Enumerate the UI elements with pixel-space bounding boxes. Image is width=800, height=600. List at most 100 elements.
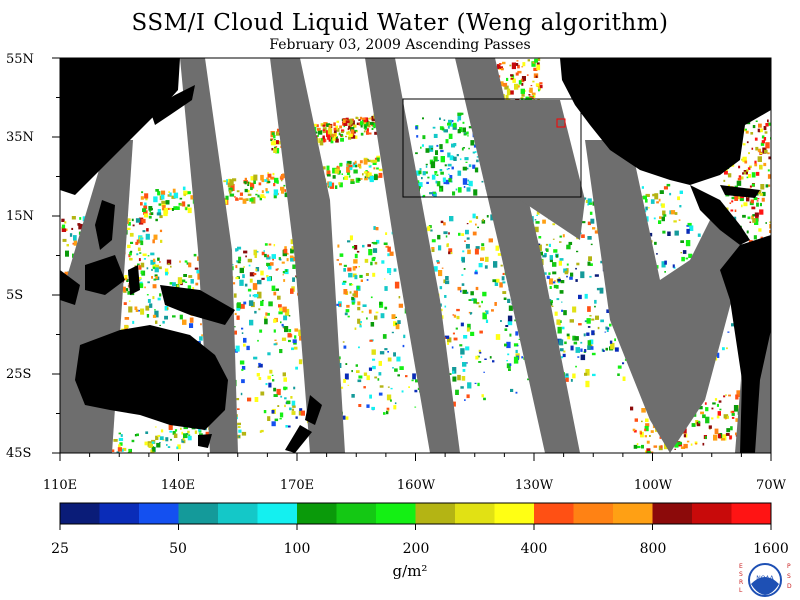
cloud-pixel xyxy=(465,161,468,163)
cloud-pixel xyxy=(443,222,446,226)
cloud-pixel xyxy=(584,320,587,323)
cloud-pixel xyxy=(283,248,288,254)
cloud-pixel xyxy=(565,373,569,376)
cloud-pixel xyxy=(516,63,519,66)
cloud-pixel xyxy=(363,121,367,124)
cloud-pixel xyxy=(578,323,582,326)
cloud-pixel xyxy=(534,219,537,221)
cloud-pixel xyxy=(273,147,277,153)
cloud-pixel xyxy=(760,128,763,133)
cloud-pixel xyxy=(341,129,344,132)
cloud-pixel xyxy=(292,339,297,343)
cloud-pixel xyxy=(666,183,671,187)
cloud-pixel xyxy=(361,119,364,121)
cloud-pixel xyxy=(437,234,441,240)
cloud-pixel xyxy=(481,394,484,398)
cloud-pixel xyxy=(370,261,373,266)
cloud-pixel xyxy=(290,288,294,294)
cloud-pixel xyxy=(149,213,151,215)
cloud-pixel xyxy=(448,173,450,175)
cloud-pixel xyxy=(254,397,259,402)
cloud-pixel xyxy=(281,189,284,194)
cloud-pixel xyxy=(722,434,727,441)
cloud-pixel xyxy=(750,199,754,204)
cloud-pixel xyxy=(320,123,324,127)
cloud-pixel xyxy=(273,387,277,392)
cloud-pixel xyxy=(347,315,350,318)
swath-gap-4 xyxy=(365,58,460,453)
cloud-pixel xyxy=(354,327,357,330)
cloud-pixel xyxy=(267,180,271,183)
cloud-pixel xyxy=(364,122,369,126)
cloud-pixel xyxy=(384,286,388,291)
cloud-pixel xyxy=(373,241,378,245)
cloud-pixel xyxy=(445,235,448,238)
cloud-pixel xyxy=(457,374,461,381)
cloud-pixel xyxy=(261,179,265,183)
cloud-pixel xyxy=(283,315,288,321)
cloud-pixel xyxy=(476,156,479,158)
cloud-pixel xyxy=(234,326,236,328)
cloud-pixel xyxy=(338,184,341,186)
lon-label-140e: 140E xyxy=(160,478,196,493)
cloud-pixel xyxy=(271,285,276,291)
cloud-pixel xyxy=(345,363,348,365)
cloud-pixel xyxy=(244,177,247,181)
cloud-pixel xyxy=(360,132,364,136)
land-south-america xyxy=(720,235,771,453)
cloud-pixel xyxy=(143,213,149,218)
cloud-pixel xyxy=(190,279,194,284)
cloud-pixel xyxy=(182,319,187,325)
cloud-pixel xyxy=(734,185,738,188)
cloud-pixel xyxy=(468,299,472,301)
cloud-pixel xyxy=(240,392,243,396)
lat-label-45s: 45S xyxy=(6,446,32,461)
cloud-pixel xyxy=(140,202,143,206)
cloud-pixel xyxy=(381,260,385,264)
cloud-pixel xyxy=(342,415,346,420)
cloud-pixel xyxy=(370,296,373,299)
cloud-pixel xyxy=(243,301,247,305)
cloud-pixel xyxy=(746,176,749,179)
cloud-pixel xyxy=(468,126,472,129)
colorbar-swatch xyxy=(455,503,495,524)
cloud-pixel xyxy=(704,402,707,405)
cloud-pixel xyxy=(775,168,778,170)
cloud-pixel xyxy=(271,421,276,427)
cloud-pixel xyxy=(260,174,264,181)
cloud-pixel xyxy=(741,204,743,208)
cloud-pixel xyxy=(266,256,271,260)
cloud-pixel xyxy=(587,198,592,205)
cloud-pixel xyxy=(765,184,769,188)
cloud-pixel xyxy=(462,289,467,294)
cloud-pixel xyxy=(258,363,263,368)
cloud-pixel xyxy=(415,152,418,155)
cloud-pixel xyxy=(64,228,68,231)
cloud-pixel xyxy=(139,281,143,284)
cloud-pixel xyxy=(466,223,469,225)
cloud-pixel xyxy=(508,305,513,311)
cloud-pixel xyxy=(735,418,739,422)
cloud-pixel xyxy=(260,300,264,306)
cloud-pixel xyxy=(125,277,128,281)
cloud-pixel xyxy=(731,200,734,203)
cloud-pixel xyxy=(266,312,270,316)
cloud-pixel xyxy=(382,334,387,339)
cloud-pixel xyxy=(572,306,577,313)
cloud-pixel xyxy=(488,238,493,243)
colorbar-swatch xyxy=(415,503,456,524)
cloud-pixel xyxy=(248,300,254,306)
cloud-pixel xyxy=(128,221,131,226)
cloud-pixel xyxy=(53,358,55,361)
cloud-pixel xyxy=(340,137,344,142)
cloud-pixel xyxy=(142,253,147,257)
cloud-pixel xyxy=(260,194,265,198)
cloud-pixel xyxy=(371,406,375,410)
cloud-pixel xyxy=(617,365,622,369)
cloud-pixel xyxy=(272,379,275,382)
cloud-pixel xyxy=(384,306,388,310)
cloud-pixel xyxy=(391,331,394,334)
cloud-pixel xyxy=(436,181,441,187)
cloud-pixel xyxy=(716,415,720,419)
cloud-pixel xyxy=(445,280,450,285)
